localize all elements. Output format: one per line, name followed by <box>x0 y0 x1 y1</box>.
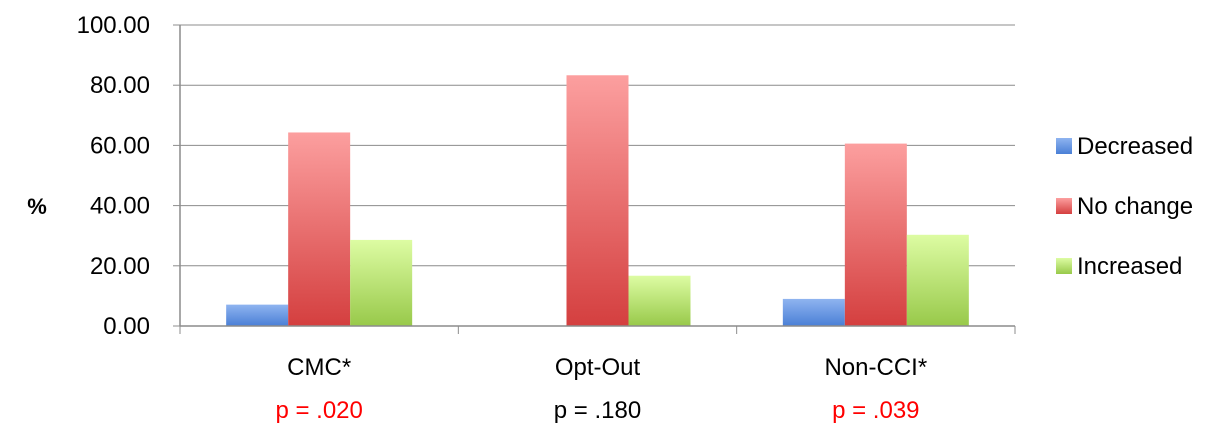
x-axis-labels: CMC* p = .020 Opt-Out p = .180 Non-CCI* p = .… <box>275 354 927 424</box>
y-tick-label: 80.00 <box>90 72 150 99</box>
y-tick-label: 20.00 <box>90 253 150 280</box>
bar-decreased-0 <box>226 304 289 326</box>
category-label: CMC* <box>287 354 351 381</box>
legend-swatch <box>1056 198 1072 214</box>
bar-increased-1 <box>628 275 691 326</box>
bars <box>226 75 969 326</box>
p-value-label: p = .180 <box>554 397 641 424</box>
legend-label: No change <box>1077 193 1193 220</box>
y-axis-ticks: 0.00 20.00 40.00 60.00 80.00 100.00 <box>77 12 180 340</box>
bar-decreased-2 <box>782 298 845 326</box>
y-axis-label: % <box>27 194 47 219</box>
category-label: Non-CCI* <box>824 354 927 381</box>
p-value-label: p = .039 <box>832 397 919 424</box>
y-tick-label: 0.00 <box>103 313 150 340</box>
legend-swatch <box>1056 138 1072 154</box>
bar-increased-2 <box>906 234 969 326</box>
bar-increased-0 <box>350 239 413 326</box>
bar-no-change-1 <box>566 75 629 326</box>
legend-label: Decreased <box>1077 133 1193 160</box>
legend-swatch <box>1056 258 1072 274</box>
category-label: Opt-Out <box>555 354 641 381</box>
legend-label: Increased <box>1077 253 1182 280</box>
y-tick-label: 60.00 <box>90 132 150 159</box>
legend: Decreased No change Increased <box>1056 133 1193 280</box>
y-tick-label: 40.00 <box>90 193 150 220</box>
bar-no-change-0 <box>288 132 351 326</box>
bar-no-change-2 <box>844 143 907 326</box>
axes <box>179 25 1016 334</box>
p-value-label: p = .020 <box>275 397 362 424</box>
y-tick-label: 100.00 <box>77 12 150 39</box>
